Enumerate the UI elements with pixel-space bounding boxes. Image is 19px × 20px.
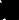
Text: 2003: 2003: [7, 1, 19, 20]
Text: CONTROL
UNIT: CONTROL UNIT: [0, 0, 19, 20]
Text: SECONDARY
COLUMN
CONTROL UNIT: SECONDARY COLUMN CONTROL UNIT: [0, 0, 19, 20]
Polygon shape: [9, 5, 12, 9]
Text: 2010: 2010: [13, 0, 19, 18]
Bar: [9, 7, 10, 8]
Text: 2014: 2014: [13, 0, 19, 15]
Text: 2006: 2006: [12, 2, 19, 20]
Bar: [4, 9, 8, 10]
Bar: [11, 6, 12, 7]
Bar: [11, 7, 12, 8]
Text: 2009: 2009: [13, 0, 19, 19]
Text: 2004: 2004: [6, 0, 19, 14]
Bar: [8, 10, 13, 12]
Text: 2016: 2016: [15, 0, 19, 15]
Text: 2019: 2019: [5, 1, 19, 20]
Bar: [8, 6, 9, 7]
Bar: [9, 4, 11, 5]
Text: 2013: 2013: [13, 0, 19, 15]
Ellipse shape: [9, 10, 12, 11]
Bar: [6, 6, 9, 9]
Text: CPU: CPU: [0, 3, 19, 20]
Text: 2007: 2007: [8, 2, 19, 20]
Text: 2018: 2018: [4, 2, 19, 20]
Text: 2001: 2001: [8, 0, 19, 15]
Text: 2005: 2005: [9, 0, 19, 16]
Text: PRIMARY
COLUMN
CONTROL UNIT: PRIMARY COLUMN CONTROL UNIT: [0, 0, 19, 20]
Polygon shape: [5, 9, 6, 10]
Bar: [3, 8, 6, 9]
Bar: [7, 7, 8, 8]
Text: 2008: 2008: [12, 0, 19, 19]
Text: 2002: 2002: [13, 0, 19, 16]
Bar: [7, 6, 8, 7]
Bar: [8, 12, 12, 13]
Polygon shape: [9, 9, 12, 10]
Text: 2011: 2011: [13, 0, 19, 17]
Text: FIG. 1: FIG. 1: [0, 0, 19, 20]
Text: 2017: 2017: [15, 4, 19, 20]
Bar: [9, 6, 10, 7]
Bar: [14, 12, 15, 13]
Text: STAGE
DRIVING
MECHANISM: STAGE DRIVING MECHANISM: [0, 0, 19, 20]
Bar: [14, 4, 16, 5]
Text: 2015: 2015: [11, 0, 19, 13]
Bar: [11, 8, 12, 9]
Text: 2012: 2012: [13, 0, 19, 16]
Bar: [9, 8, 10, 9]
Text: 2020: 2020: [10, 4, 19, 20]
